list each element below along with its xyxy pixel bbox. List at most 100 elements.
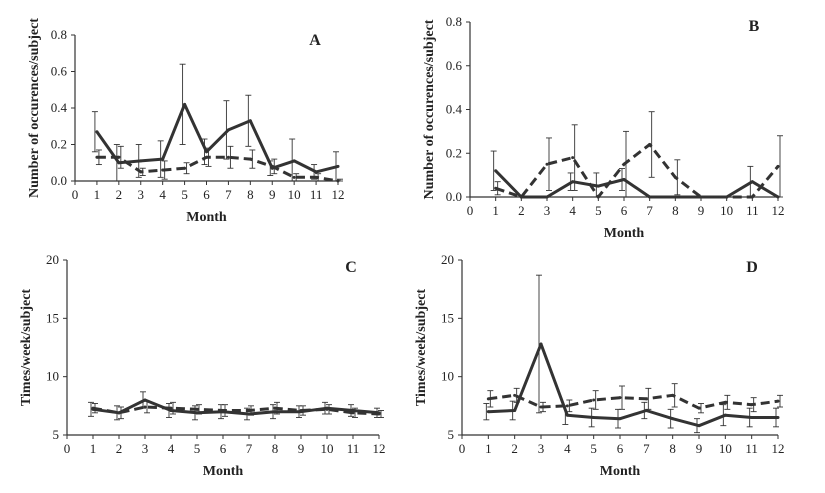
data-point bbox=[139, 159, 143, 163]
data-point bbox=[776, 399, 780, 403]
y-tick-label: 10 bbox=[441, 369, 454, 384]
data-point bbox=[565, 413, 569, 417]
data-point bbox=[622, 162, 626, 166]
data-point bbox=[161, 168, 165, 172]
x-tick-label: 10 bbox=[719, 441, 732, 456]
data-point bbox=[750, 180, 754, 184]
data-point bbox=[169, 406, 173, 410]
x-tick-label: 10 bbox=[720, 203, 733, 218]
data-point bbox=[95, 155, 99, 159]
series-dashed bbox=[95, 145, 343, 183]
y-tick-label: 0.0 bbox=[51, 173, 67, 188]
series-line bbox=[96, 155, 339, 183]
data-point bbox=[143, 405, 147, 409]
y-tick-label: 5 bbox=[448, 427, 455, 442]
x-tick-label: 11 bbox=[745, 441, 758, 456]
data-point bbox=[205, 150, 208, 154]
x-tick-label: 8 bbox=[669, 441, 676, 456]
chart-panel-b: 0 1 2 3 4 5 6 7 8 9 10 11 120.00.20.40.60.8MonthNumb… bbox=[422, 14, 785, 241]
data-point bbox=[673, 195, 677, 199]
data-point bbox=[513, 409, 517, 412]
x-axis-title: Month bbox=[604, 226, 645, 241]
y-tick-label: 10 bbox=[46, 369, 59, 384]
data-point bbox=[644, 397, 648, 401]
y-tick-label: 0.6 bbox=[51, 64, 68, 79]
y-tick-label: 20 bbox=[441, 252, 454, 267]
x-tick-label: 1 bbox=[492, 203, 499, 218]
y-tick-label: 0.8 bbox=[51, 27, 67, 42]
chart-panel-d: 0 1 2 3 4 5 6 7 8 9 10 11 125101520MonthTimes/week/s… bbox=[414, 252, 785, 479]
chart-panel-a: 0 1 2 3 4 5 6 7 8 9 10 11 120.00.20.40.60.8MonthNumb… bbox=[27, 18, 345, 225]
x-tick-label: 8 bbox=[247, 187, 254, 202]
y-tick-label: 0.6 bbox=[446, 58, 463, 73]
data-point bbox=[648, 195, 652, 199]
data-point bbox=[161, 157, 165, 161]
series-line bbox=[494, 169, 779, 199]
x-tick-label: 4 bbox=[159, 187, 166, 202]
data-point bbox=[494, 186, 498, 190]
x-tick-label: 9 bbox=[696, 441, 703, 456]
x-tick-label: 12 bbox=[373, 441, 386, 456]
x-tick-label: 6 bbox=[203, 187, 210, 202]
x-tick-label: 5 bbox=[590, 441, 597, 456]
series-solid bbox=[490, 150, 780, 199]
x-tick-label: 7 bbox=[646, 203, 653, 218]
data-point bbox=[247, 409, 251, 412]
data-point bbox=[673, 175, 677, 179]
data-point bbox=[117, 155, 121, 159]
data-point bbox=[671, 393, 675, 397]
data-point bbox=[776, 416, 780, 419]
x-tick-label: 5 bbox=[194, 441, 201, 456]
data-point bbox=[596, 195, 600, 199]
x-tick-label: 3 bbox=[138, 187, 145, 202]
data-point bbox=[221, 409, 225, 412]
x-tick-label: 2 bbox=[511, 441, 518, 456]
x-tick-label: 10 bbox=[288, 187, 301, 202]
x-tick-label: 9 bbox=[269, 187, 276, 202]
data-point bbox=[750, 416, 754, 419]
data-point bbox=[622, 178, 626, 181]
data-point bbox=[545, 195, 549, 199]
data-point bbox=[723, 413, 727, 417]
x-tick-label: 3 bbox=[544, 203, 551, 218]
series-dashed bbox=[91, 400, 384, 420]
y-tick-label: 0.4 bbox=[51, 100, 68, 115]
data-point bbox=[248, 119, 252, 123]
data-point bbox=[571, 180, 575, 184]
data-point bbox=[539, 405, 543, 409]
x-tick-label: 0 bbox=[72, 187, 79, 202]
y-tick-label: 0.2 bbox=[51, 137, 67, 152]
data-point bbox=[273, 406, 277, 410]
data-point bbox=[750, 403, 754, 407]
data-point bbox=[494, 169, 498, 173]
data-point bbox=[648, 143, 652, 146]
x-tick-label: 4 bbox=[564, 441, 571, 456]
x-tick-label: 1 bbox=[485, 441, 492, 456]
x-tick-label: 11 bbox=[310, 187, 323, 202]
series-dashed bbox=[486, 383, 783, 414]
y-tick-label: 5 bbox=[53, 427, 60, 442]
series-line bbox=[495, 143, 780, 199]
panel-letter: A bbox=[309, 32, 321, 49]
data-point bbox=[95, 130, 99, 134]
y-axis-title: Times/week/subject bbox=[414, 289, 429, 407]
data-point bbox=[183, 166, 187, 170]
x-tick-label: 9 bbox=[298, 441, 305, 456]
y-tick-label: 0.4 bbox=[446, 102, 463, 117]
x-tick-label: 10 bbox=[321, 441, 334, 456]
data-point bbox=[351, 411, 355, 415]
data-point bbox=[539, 342, 543, 346]
data-point bbox=[226, 128, 230, 132]
data-point bbox=[314, 170, 318, 174]
data-point bbox=[314, 175, 318, 179]
x-tick-label: 2 bbox=[518, 203, 525, 218]
x-axis-title: Month bbox=[203, 464, 244, 479]
data-point bbox=[486, 410, 490, 414]
data-point bbox=[699, 195, 703, 199]
series-line bbox=[488, 342, 778, 428]
y-tick-label: 15 bbox=[46, 310, 59, 325]
x-tick-label: 2 bbox=[116, 187, 123, 202]
series-line bbox=[488, 393, 779, 410]
data-point bbox=[592, 398, 596, 402]
